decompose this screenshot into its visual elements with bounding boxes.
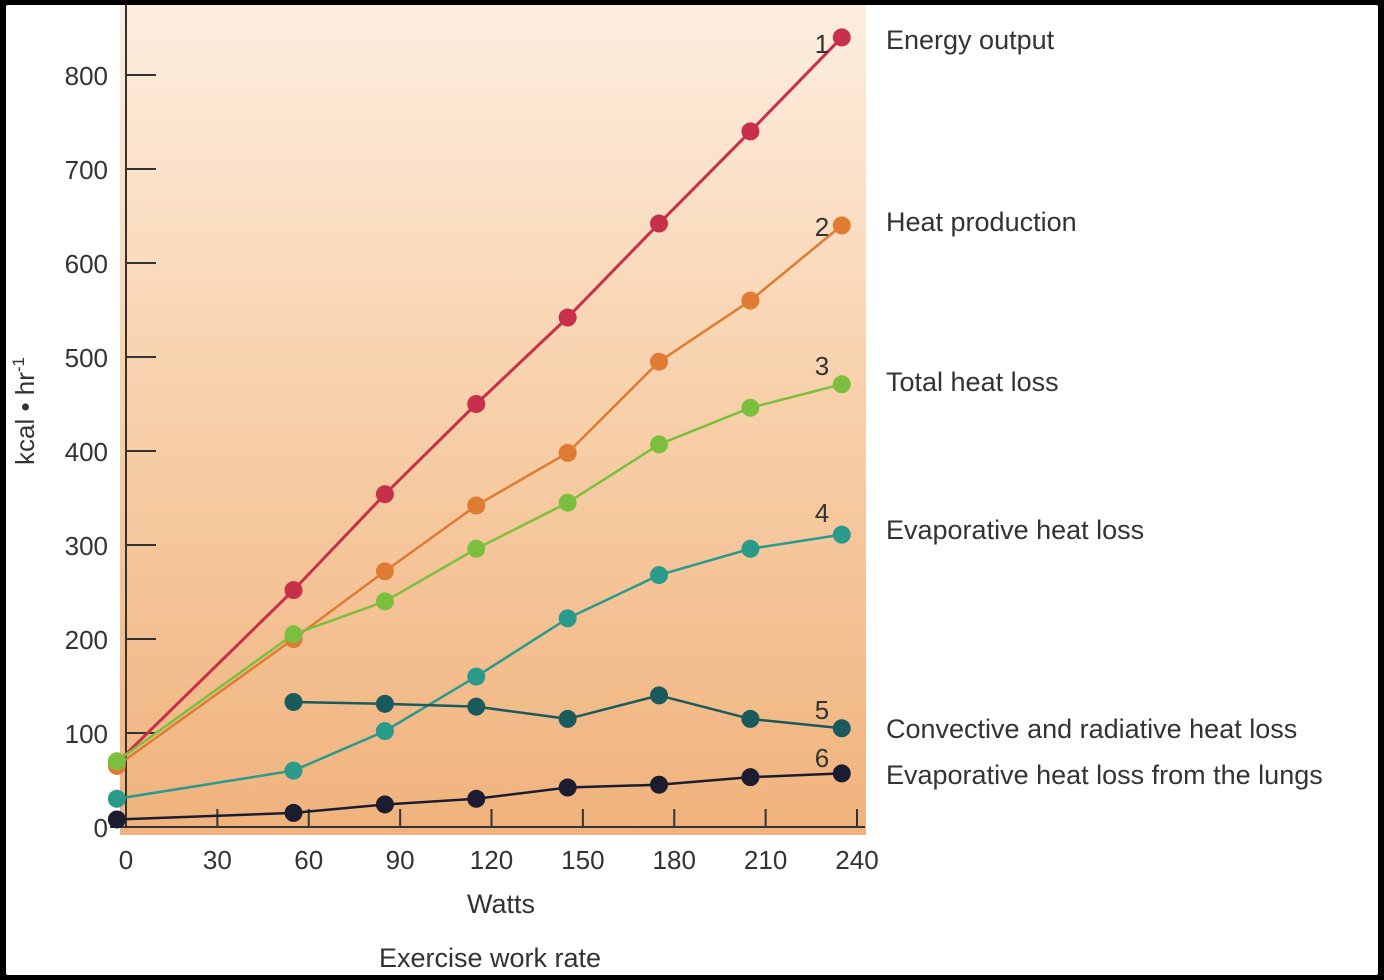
- series-3-point-5: [650, 435, 669, 454]
- series-1-point-4: [558, 308, 577, 327]
- series-6-point-5: [650, 775, 669, 794]
- x-tick-label-150: 150: [561, 845, 604, 875]
- series-1-point-3: [467, 395, 486, 413]
- series-3-point-1: [284, 625, 303, 644]
- series-6-line: [116, 772, 842, 821]
- y-tick-label-300: 300: [65, 531, 108, 561]
- series-3-point-6: [741, 398, 760, 417]
- series-2-point-7: [832, 216, 851, 235]
- series-2-point-2: [375, 562, 394, 581]
- series-4-point-6: [741, 539, 760, 558]
- y-axis-label-superscript: -1: [9, 357, 28, 372]
- y-axis-label: kcal • hr-1: [9, 357, 40, 465]
- series-6-point-7: [832, 764, 851, 783]
- series-4-point-7: [832, 525, 851, 544]
- series-3-point-0: [107, 752, 126, 771]
- series-5-point-6: [832, 719, 851, 738]
- series-3-point-2: [375, 592, 394, 611]
- series-4-point-3: [467, 667, 486, 686]
- y-tick-label-500: 500: [65, 343, 108, 373]
- series-4-point-4: [558, 609, 577, 628]
- series-1-number-label: 1: [815, 29, 829, 59]
- x-tick-label-240: 240: [835, 845, 878, 875]
- series-6-name-label: Evaporative heat loss from the lungs: [886, 760, 1323, 790]
- series-1-line: [115, 36, 843, 765]
- series-2-point-4: [558, 443, 577, 462]
- x-tick-label-30: 30: [203, 845, 232, 875]
- x-tick-label-120: 120: [470, 845, 513, 875]
- x-tick-label-0: 0: [119, 845, 133, 875]
- series-3-point-4: [558, 493, 577, 512]
- series-6-point-2: [375, 795, 394, 814]
- series-6-point-6: [741, 768, 760, 787]
- series-4-line: [116, 533, 842, 801]
- series-4-point-1: [284, 761, 303, 780]
- series-4-point-2: [375, 722, 394, 741]
- series-4-number-label: 4: [815, 498, 829, 528]
- series-6-number-label: 6: [815, 743, 829, 773]
- series-4-point-0: [107, 789, 126, 808]
- y-tick-label-700: 700: [65, 155, 108, 185]
- series-1-point-2: [375, 485, 394, 504]
- chart-caption: Exercise work rate: [379, 943, 601, 973]
- y-tick-label-0: 0: [94, 813, 108, 843]
- y-tick-label-600: 600: [65, 249, 108, 279]
- series-4-point-5: [650, 566, 669, 585]
- y-tick-label-100: 100: [65, 719, 108, 749]
- series-6-point-0: [107, 810, 126, 829]
- x-tick-label-180: 180: [653, 845, 696, 875]
- figure-page: 0 100 200 300 400 500 600 700 800 0 30 60 90 120 150 18…: [6, 5, 1378, 975]
- x-tick-label-90: 90: [386, 845, 415, 875]
- series-5-point-5: [741, 709, 760, 728]
- series-2-point-5: [650, 352, 669, 371]
- y-tick-label-400: 400: [65, 437, 108, 467]
- series-6-point-1: [284, 803, 303, 822]
- series-5-point-2: [467, 697, 486, 716]
- series-4-name-label: Evaporative heat loss: [886, 515, 1144, 545]
- series-1-name-label: Energy output: [886, 25, 1055, 55]
- series-2-point-3: [467, 496, 486, 515]
- series-3-name-label: Total heat loss: [886, 367, 1059, 397]
- series-5-number-label: 5: [815, 695, 829, 725]
- series-1-point-5: [650, 214, 669, 233]
- chart-svg: 0 100 200 300 400 500 600 700 800 0 30 60 90 120 150 18…: [9, 5, 1323, 973]
- series-6-point-3: [467, 789, 486, 808]
- x-tick-label-210: 210: [744, 845, 787, 875]
- series-5-point-0: [284, 692, 303, 711]
- series-5-point-1: [375, 694, 394, 713]
- plot-background: [120, 5, 866, 835]
- series-3-number-label: 3: [815, 351, 829, 381]
- series-2-number-label: 2: [815, 212, 829, 242]
- series-1-point-6: [741, 122, 760, 141]
- series-6-point-4: [558, 778, 577, 797]
- y-axis-label-main: kcal • hr: [10, 372, 40, 465]
- series-5-point-4: [650, 686, 669, 705]
- series-1-point-7: [832, 28, 851, 47]
- y-tick-label-800: 800: [65, 61, 108, 91]
- series-2-point-6: [741, 291, 760, 310]
- series-5-point-3: [558, 709, 577, 728]
- series-2-name-label: Heat production: [886, 207, 1077, 237]
- series-5-name-label: Convective and radiative heat loss: [886, 714, 1297, 744]
- x-tick-label-60: 60: [294, 845, 323, 875]
- series-1-point-1: [284, 581, 303, 600]
- series-3-line: [116, 383, 843, 763]
- series-3-point-3: [467, 539, 486, 558]
- y-tick-label-200: 200: [65, 625, 108, 655]
- series-3-point-7: [832, 375, 851, 394]
- x-axis-label: Watts: [467, 889, 535, 919]
